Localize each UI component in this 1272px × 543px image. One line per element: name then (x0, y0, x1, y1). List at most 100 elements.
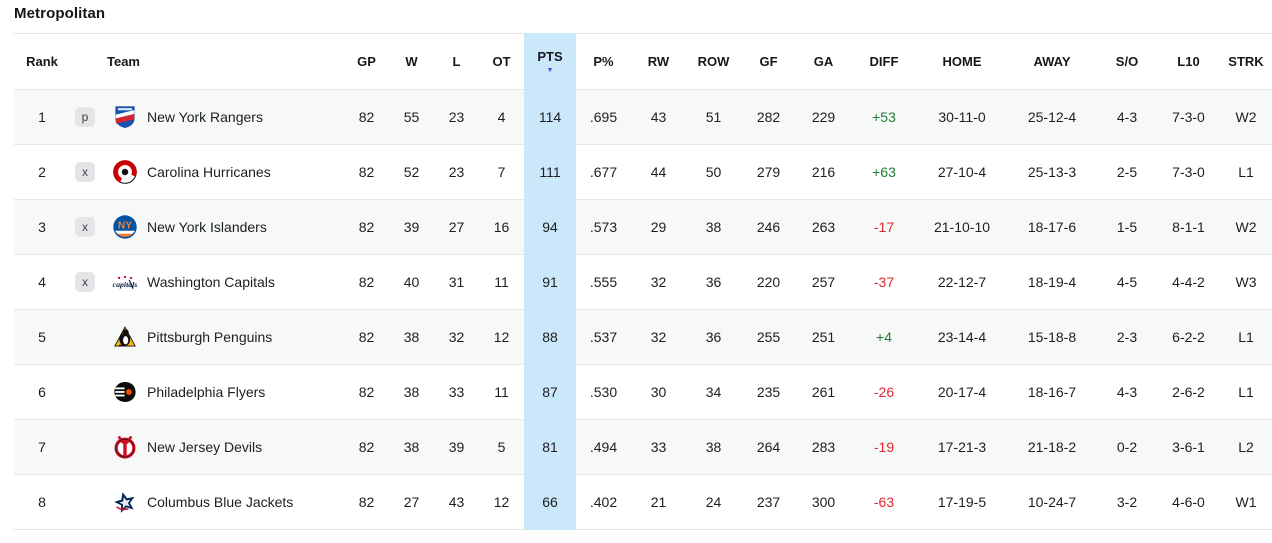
col-header-l[interactable]: L (434, 33, 479, 90)
team-cell[interactable]: NY New York Islanders (100, 199, 344, 255)
col-header-pct[interactable]: P% (576, 33, 631, 90)
points-cell: 111 (524, 144, 576, 200)
col-header-strk[interactable]: STRK (1220, 33, 1272, 90)
points-cell: 88 (524, 309, 576, 365)
shootout-record-cell: 3-2 (1097, 474, 1157, 530)
away-record-cell: 25-12-4 (1007, 89, 1097, 145)
team-logo-car (112, 159, 138, 185)
wins-cell: 55 (389, 89, 434, 145)
col-header-team[interactable]: Team (70, 33, 344, 90)
points-cell: 114 (524, 89, 576, 145)
team-name-link[interactable]: Carolina Hurricanes (147, 164, 271, 180)
team-cell[interactable]: New Jersey Devils (100, 419, 344, 475)
wins-cell: 27 (389, 474, 434, 530)
gp-cell: 82 (344, 199, 389, 255)
svg-text:NY: NY (118, 221, 132, 232)
team-cell[interactable]: Columbus Blue Jackets (100, 474, 344, 530)
row-wins-cell: 36 (686, 309, 741, 365)
last-ten-cell: 7-3-0 (1157, 89, 1220, 145)
table-row: 1 p New York Rangers 82 55 23 4 114 .695… (14, 89, 1272, 145)
rank-cell: 3 (14, 199, 70, 255)
team-name-link[interactable]: Philadelphia Flyers (147, 384, 266, 400)
team-name-link[interactable]: Pittsburgh Penguins (147, 329, 273, 345)
col-header-l10[interactable]: L10 (1157, 33, 1220, 90)
goals-for-cell: 246 (741, 199, 796, 255)
goals-for-cell: 264 (741, 419, 796, 475)
last-ten-cell: 2-6-2 (1157, 364, 1220, 420)
col-header-w[interactable]: W (389, 33, 434, 90)
rank-cell: 1 (14, 89, 70, 145)
streak-cell: W3 (1220, 254, 1272, 310)
goal-diff-cell: -17 (851, 199, 917, 255)
clinch-badge: p (75, 107, 95, 127)
ot-losses-cell: 7 (479, 144, 524, 200)
rank-cell: 5 (14, 309, 70, 365)
team-name-link[interactable]: New York Islanders (147, 219, 267, 235)
goal-diff-cell: +53 (851, 89, 917, 145)
col-header-away[interactable]: AWAY (1007, 33, 1097, 90)
col-header-ot[interactable]: OT (479, 33, 524, 90)
wins-cell: 38 (389, 364, 434, 420)
row-wins-cell: 51 (686, 89, 741, 145)
losses-cell: 32 (434, 309, 479, 365)
clinch-cell (70, 364, 100, 420)
clinch-badge: x (75, 162, 95, 182)
goals-for-cell: 235 (741, 364, 796, 420)
col-header-rank[interactable]: Rank (14, 33, 70, 90)
points-cell: 66 (524, 474, 576, 530)
goals-against-cell: 261 (796, 364, 851, 420)
team-cell[interactable]: New York Rangers (100, 89, 344, 145)
table-row: 7 New Jersey Devils 82 38 39 5 81 .494 3… (14, 419, 1272, 475)
points-pct-cell: .494 (576, 419, 631, 475)
header-row: Rank Team GP W L OT PTS ▼ P% RW ROW GF G… (14, 33, 1272, 90)
last-ten-cell: 7-3-0 (1157, 144, 1220, 200)
col-header-gp[interactable]: GP (344, 33, 389, 90)
col-header-pts[interactable]: PTS ▼ (524, 33, 576, 90)
goal-diff-cell: -26 (851, 364, 917, 420)
col-header-gf[interactable]: GF (741, 33, 796, 90)
regulation-wins-cell: 43 (631, 89, 686, 145)
losses-cell: 39 (434, 419, 479, 475)
losses-cell: 27 (434, 199, 479, 255)
col-header-so[interactable]: S/O (1097, 33, 1157, 90)
regulation-wins-cell: 33 (631, 419, 686, 475)
regulation-wins-cell: 21 (631, 474, 686, 530)
col-header-row[interactable]: ROW (686, 33, 741, 90)
team-name-link[interactable]: Washington Capitals (147, 274, 275, 290)
goals-for-cell: 282 (741, 89, 796, 145)
rank-cell: 6 (14, 364, 70, 420)
team-name-link[interactable]: New York Rangers (147, 109, 263, 125)
col-header-diff[interactable]: DIFF (851, 33, 917, 90)
points-pct-cell: .537 (576, 309, 631, 365)
team-cell[interactable]: Carolina Hurricanes (100, 144, 344, 200)
goals-for-cell: 255 (741, 309, 796, 365)
streak-cell: L1 (1220, 364, 1272, 420)
clinch-cell (70, 474, 100, 530)
col-header-ga[interactable]: GA (796, 33, 851, 90)
last-ten-cell: 8-1-1 (1157, 199, 1220, 255)
gp-cell: 82 (344, 364, 389, 420)
team-cell[interactable]: Pittsburgh Penguins (100, 309, 344, 365)
team-name-link[interactable]: Columbus Blue Jackets (147, 494, 294, 510)
team-cell[interactable]: capitals Washington Capitals (100, 254, 344, 310)
regulation-wins-cell: 32 (631, 254, 686, 310)
clinch-cell: x (70, 199, 100, 255)
table-row: 4 x capitals Washington Capitals 82 40 3… (14, 254, 1272, 310)
shootout-record-cell: 2-3 (1097, 309, 1157, 365)
losses-cell: 23 (434, 144, 479, 200)
ot-losses-cell: 11 (479, 254, 524, 310)
col-header-rw[interactable]: RW (631, 33, 686, 90)
clinch-cell: p (70, 89, 100, 145)
goals-for-cell: 237 (741, 474, 796, 530)
regulation-wins-cell: 29 (631, 199, 686, 255)
row-wins-cell: 34 (686, 364, 741, 420)
streak-cell: W1 (1220, 474, 1272, 530)
col-header-home[interactable]: HOME (917, 33, 1007, 90)
gp-cell: 82 (344, 144, 389, 200)
clinch-badge: x (75, 272, 95, 292)
clinch-cell (70, 309, 100, 365)
team-name-link[interactable]: New Jersey Devils (147, 439, 263, 455)
away-record-cell: 15-18-8 (1007, 309, 1097, 365)
goals-against-cell: 216 (796, 144, 851, 200)
team-cell[interactable]: Philadelphia Flyers (100, 364, 344, 420)
